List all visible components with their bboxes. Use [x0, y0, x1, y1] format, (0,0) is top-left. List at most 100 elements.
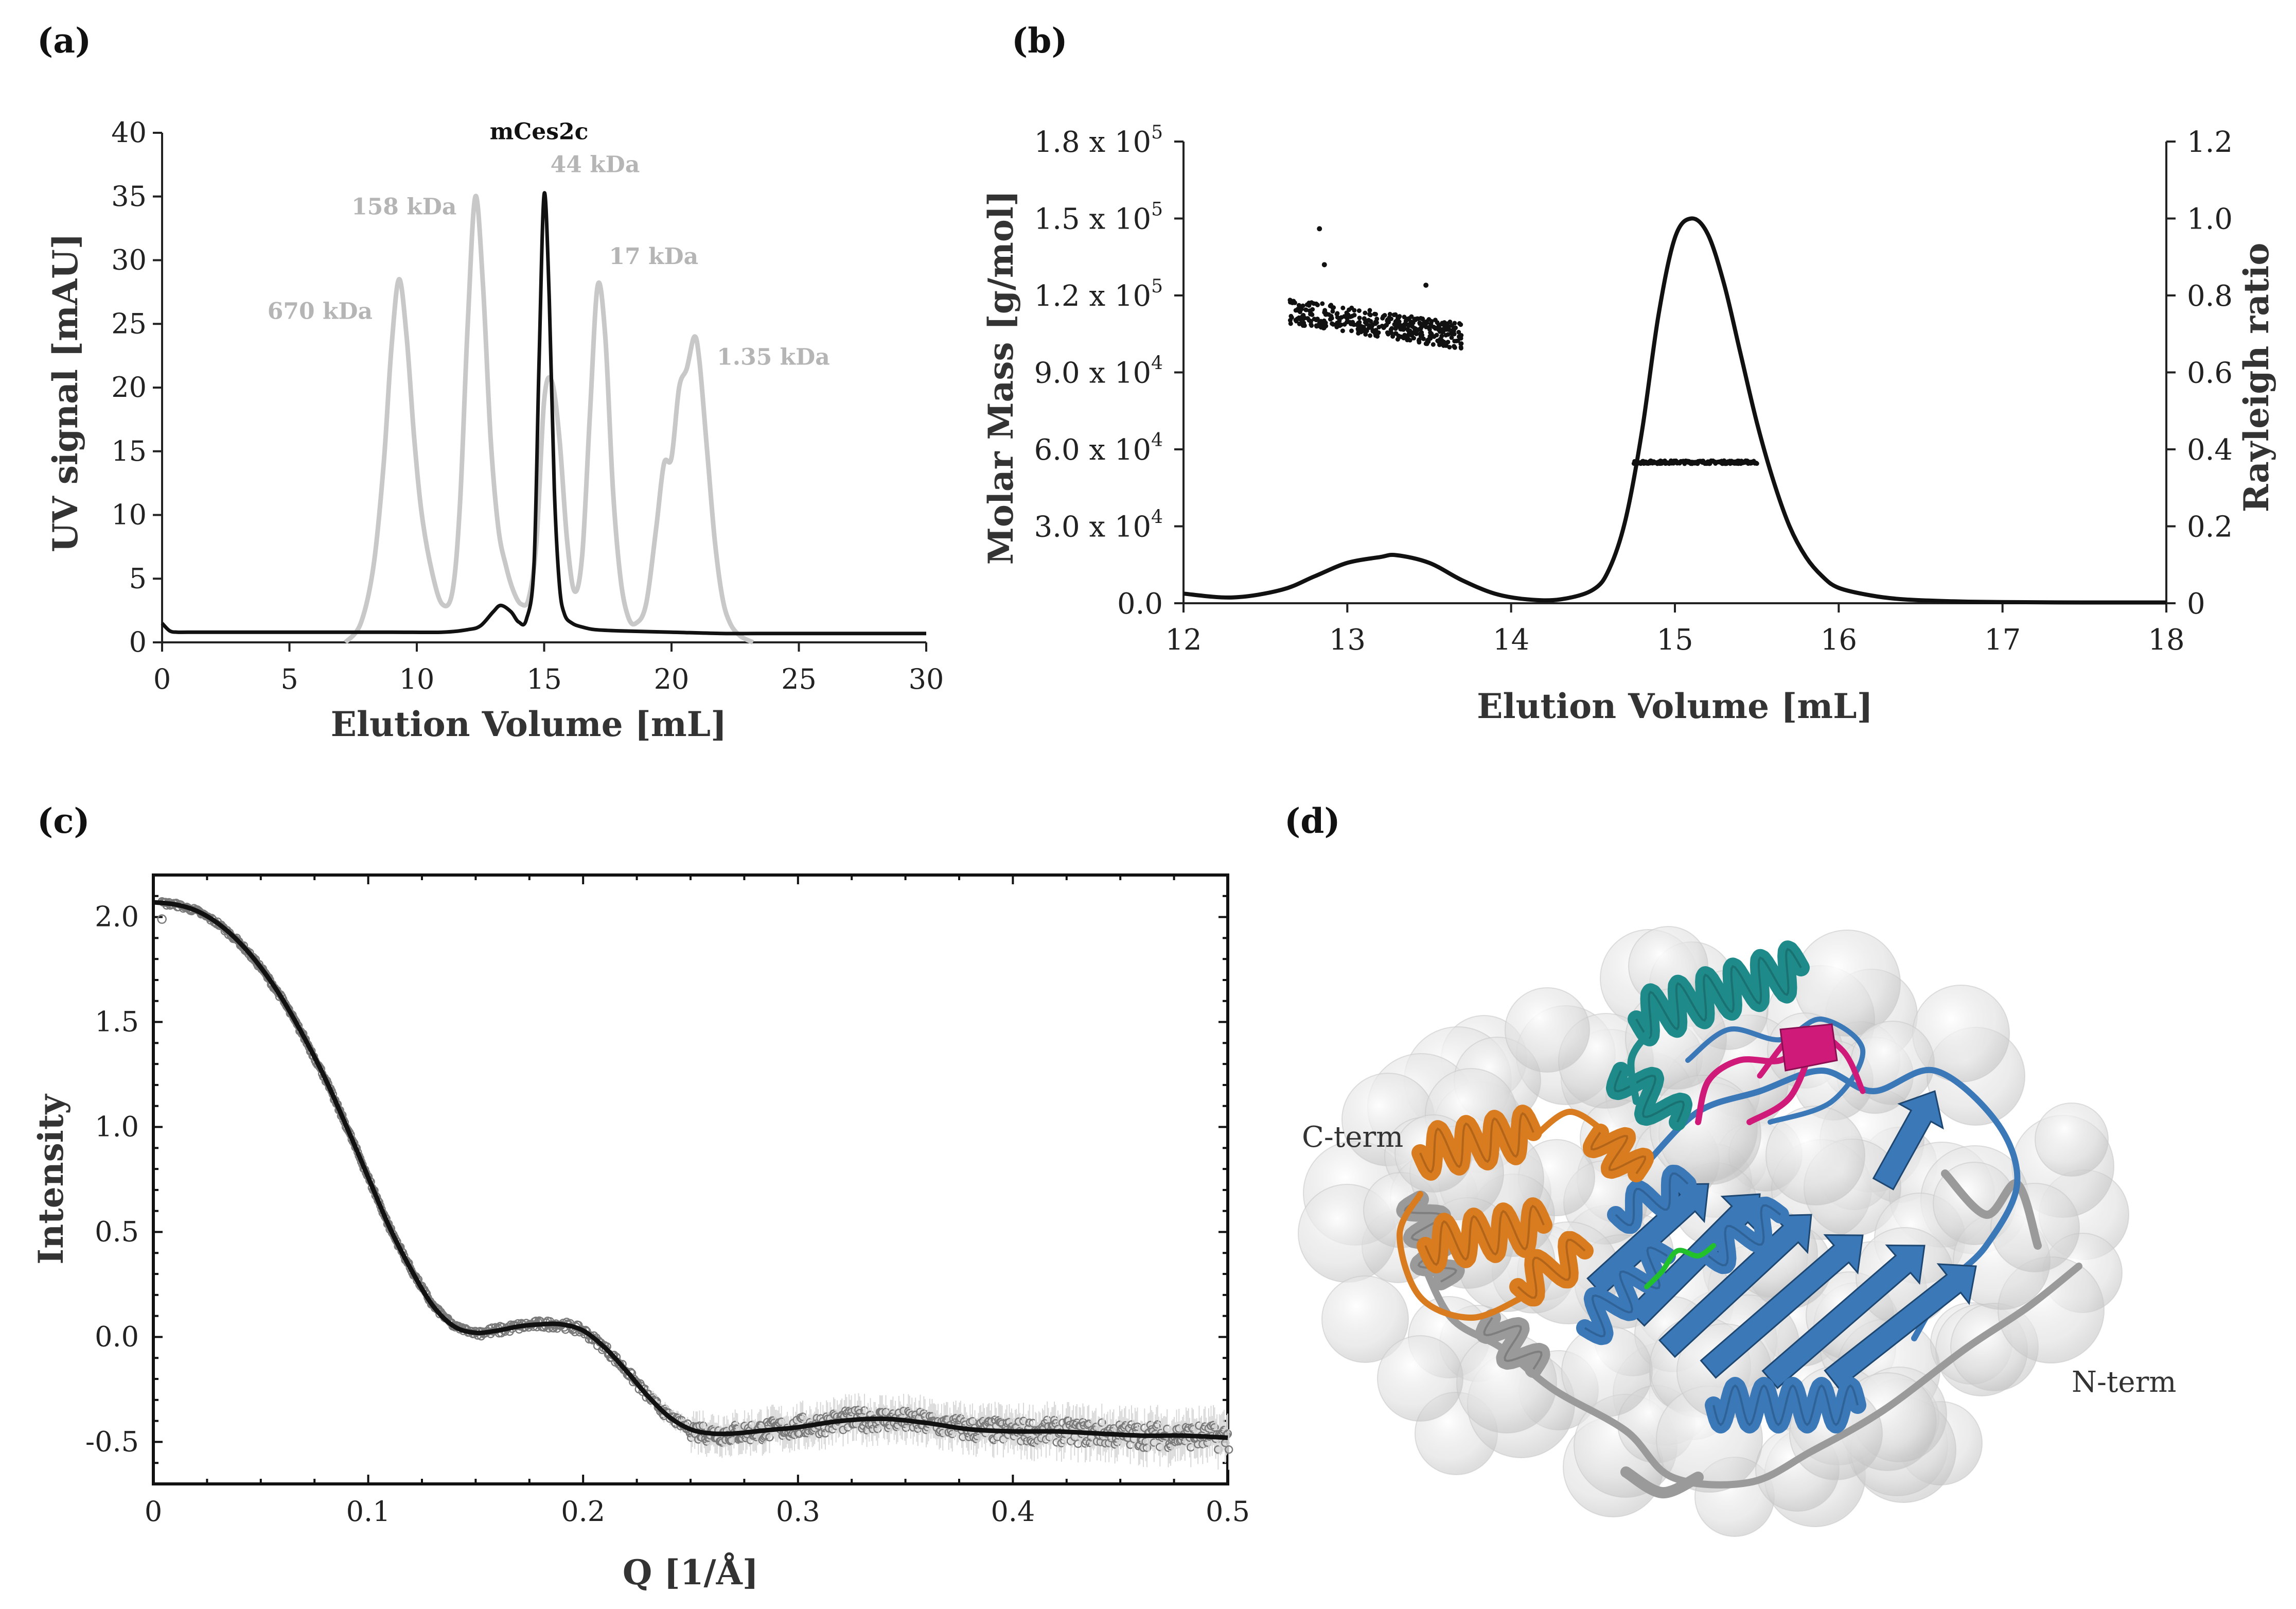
- molar-mass-point: [1334, 324, 1339, 329]
- c-term-label: C-term: [1302, 1121, 1403, 1154]
- molar-mass-point: [1390, 334, 1396, 339]
- x-tick-label-a: 30: [909, 663, 944, 695]
- coil-loop: [1644, 1243, 1716, 1289]
- molar-mass-point: [1298, 309, 1302, 314]
- x-tick-label-a: 10: [399, 663, 435, 695]
- y-axis-label-c: Intensity: [31, 1094, 71, 1265]
- y-tick-mantissa: 3.0 x 10: [1034, 511, 1152, 544]
- y-tick-exponent: 4: [1151, 507, 1163, 528]
- molar-mass-point: [1382, 313, 1387, 318]
- y-tick-mantissa: 0.0: [1117, 587, 1163, 621]
- molar-mass-point: [1452, 344, 1457, 349]
- chart-panel-c: 0 0.1 0.2 0.3 0.4 0.5 -0.5 0.0 0.5 1.0 1.5 2.0 Q [1/…: [31, 873, 1250, 1593]
- molar-mass-point: [1330, 321, 1335, 326]
- x-tick-label-b: 14: [1493, 623, 1529, 657]
- molar-mass-point: [1426, 317, 1432, 322]
- molar-mass-point: [1427, 334, 1433, 339]
- y-tick-label-b: 1.2 x 105: [1034, 276, 1163, 313]
- molar-mass-point: [1436, 326, 1441, 331]
- saxs-point: [759, 1434, 768, 1443]
- molar-mass-point: [1363, 329, 1368, 334]
- rayleigh-trace: [1183, 216, 2167, 605]
- molar-mass-point: [1319, 325, 1323, 330]
- molar-mass-point: [1431, 324, 1436, 329]
- molar-mass-point: [1358, 324, 1364, 329]
- molar-mass-point: [1409, 314, 1414, 319]
- helix-ribbon: [1576, 1238, 1676, 1345]
- molar-mass-point: [1338, 322, 1344, 327]
- molar-mass-point: [1394, 319, 1399, 324]
- molar-mass-point: [1385, 319, 1390, 324]
- molar-mass-point: [1367, 308, 1372, 313]
- helix-outline: [1707, 1204, 1781, 1267]
- molar-mass-point: [1357, 320, 1362, 325]
- peak-annotation: 1.35 kDa: [717, 344, 830, 370]
- y2-tick-label-b: 0.8: [2187, 279, 2233, 313]
- saxs-data-points: [157, 897, 1233, 1470]
- molar-mass-point: [1423, 341, 1428, 346]
- panel-label-d: (d): [1284, 801, 1340, 841]
- y-tick-label-c: 0.0: [95, 1320, 139, 1353]
- y-tick-label-a: 30: [111, 244, 147, 276]
- molar-mass-point: [1405, 338, 1410, 342]
- x-axis-label-b: Elution Volume [mL]: [1477, 686, 1873, 726]
- molar-mass-point: [1287, 318, 1293, 323]
- helix-ribbon: [1417, 1197, 1552, 1273]
- helix-ribbon: [1411, 1105, 1542, 1181]
- helix-ribbon: [1607, 1164, 1697, 1234]
- molar-mass-point: [1348, 321, 1353, 326]
- molar-mass-point: [1382, 325, 1387, 330]
- molar-mass-point: [1410, 320, 1416, 325]
- molar-mass-point: [1446, 326, 1452, 331]
- coil-loop: [1941, 1169, 2042, 1250]
- cartoon-ribbons: [1396, 940, 2082, 1498]
- molar-mass-point: [1367, 311, 1372, 317]
- y-tick-label-a: 40: [111, 116, 147, 149]
- molar-mass-point: [1370, 322, 1375, 327]
- molar-mass-point: [1340, 305, 1346, 310]
- y2-tick-label-b: 1.2: [2187, 126, 2233, 159]
- plot-frame-c: [152, 873, 1229, 1485]
- helix-ribbon: [1475, 1309, 1550, 1378]
- x-tick-label-c: 0: [145, 1495, 162, 1528]
- molar-mass-point: [1315, 303, 1320, 307]
- x-tick-label-b: 15: [1656, 623, 1693, 657]
- molar-mass-point: [1293, 308, 1298, 313]
- y2-tick-label-b: 0.2: [2187, 511, 2233, 544]
- molar-mass-point: [1307, 308, 1312, 313]
- envelope-sphere: [1765, 1106, 1865, 1205]
- molar-mass-point: [1368, 333, 1373, 338]
- molar-mass-point: [1304, 302, 1310, 307]
- molar-mass-point: [1309, 300, 1314, 305]
- molar-mass-point: [1406, 323, 1411, 328]
- molar-mass-point: [1330, 309, 1335, 314]
- y-tick-label-a: 5: [129, 562, 147, 594]
- beta-strand: [1824, 1263, 1977, 1390]
- coil-loop: [1685, 1016, 1866, 1125]
- y-tick-exponent: 5: [1151, 276, 1163, 297]
- molar-mass-point: [1428, 330, 1433, 335]
- y2-axis-label-b: Rayleigh ratio: [2236, 243, 2276, 513]
- x-tick-label-c: 0.4: [991, 1495, 1035, 1528]
- y2-tick-label-b: 0.4: [2187, 433, 2233, 467]
- y-tick-label-c: 0.5: [95, 1215, 139, 1248]
- molar-mass-point: [1337, 318, 1342, 323]
- molar-mass-point: [1309, 322, 1314, 327]
- y-tick-label-b: 6.0 x 104: [1034, 430, 1163, 467]
- helix-ribbon: [1700, 1196, 1789, 1274]
- y-tick-label-b: 1.8 x 105: [1034, 122, 1163, 159]
- molar-mass-point: [1342, 322, 1347, 327]
- y-tick-mantissa: 6.0 x 10: [1034, 433, 1152, 467]
- y-tick-mantissa: 1.2 x 10: [1034, 279, 1152, 313]
- molar-mass-point: [1318, 319, 1323, 324]
- coil-loop: [1695, 1036, 1815, 1125]
- x-axis-label-a: Elution Volume [mL]: [331, 704, 727, 744]
- panel-label-b: (b): [1012, 21, 1068, 61]
- y-axis-label-a: UV signal [mAU]: [45, 233, 85, 552]
- peak-annotation: mCes2c: [490, 118, 589, 145]
- molar-mass-point: [1459, 333, 1464, 338]
- y-tick-label-a: 10: [111, 499, 147, 531]
- saxs-point: [1019, 1416, 1028, 1426]
- coil-loop: [1644, 1066, 2021, 1341]
